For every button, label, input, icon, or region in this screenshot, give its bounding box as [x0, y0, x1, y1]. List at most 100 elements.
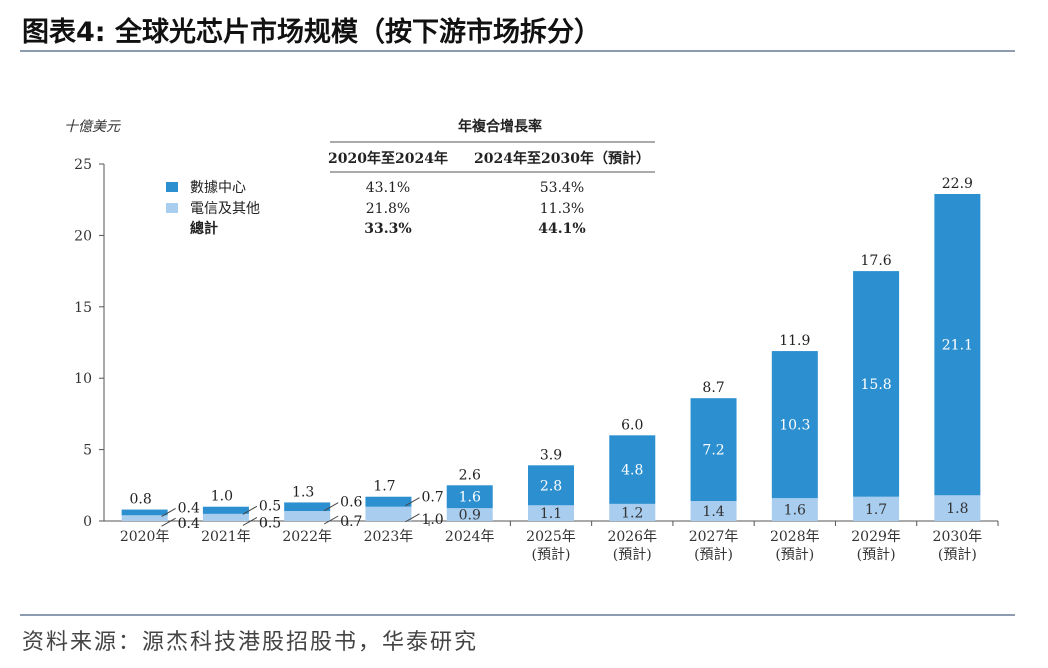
- data-label-telecom: 1.4: [702, 504, 724, 520]
- data-label-total: 11.9: [779, 333, 810, 349]
- cagr-value: 33.3%: [364, 221, 411, 237]
- bar-segment-datacenter: [202, 506, 249, 514]
- cagr-value: 44.1%: [538, 221, 585, 237]
- data-label-datacenter: 0.4: [178, 500, 200, 516]
- x-tick-label: 2022年: [282, 529, 332, 545]
- figure-title: 图表4: 全球光芯片市场规模（按下游市场拆分）: [22, 17, 601, 48]
- data-label-telecom: 0.4: [178, 516, 200, 532]
- data-label-telecom: 0.5: [259, 515, 281, 531]
- cagr-value: 43.1%: [366, 180, 410, 196]
- data-label-total: 8.7: [702, 380, 724, 396]
- leader-line: [405, 513, 420, 523]
- data-label-total: 1.3: [292, 484, 314, 500]
- legend-label: 數據中心: [190, 180, 246, 196]
- y-tick-label: 25: [74, 157, 92, 173]
- legend-label: 電信及其他: [190, 201, 260, 217]
- data-label-total: 0.8: [130, 492, 152, 508]
- y-axis-unit: 十億美元: [64, 119, 121, 135]
- bar-segment-datacenter: [690, 398, 737, 502]
- data-label-total: 17.6: [861, 253, 892, 269]
- x-tick-label: 2024年: [445, 529, 495, 545]
- bar-segment-datacenter: [934, 193, 981, 496]
- data-label-datacenter: 15.8: [861, 377, 892, 393]
- x-tick-label: 2029年: [851, 529, 901, 545]
- leader-line: [405, 497, 420, 507]
- data-label-telecom: 1.2: [621, 505, 643, 521]
- title-divider: [20, 50, 1015, 52]
- bar-segment-telecom: [609, 503, 656, 521]
- x-tick-label: 2020年: [120, 529, 170, 545]
- bar-segment-datacenter: [771, 351, 818, 499]
- data-label-telecom: 1.8: [946, 501, 968, 517]
- bar-segment-telecom: [853, 496, 900, 521]
- y-tick-label: 10: [74, 371, 92, 387]
- y-tick-label: 5: [83, 443, 92, 459]
- leader-line: [323, 502, 339, 512]
- axis-layer: 十億美元 0 5 10 15 20 25 2020年 2021年 2022年 2023年 2024年 2…: [64, 119, 999, 563]
- y-tick-label: 15: [74, 300, 92, 316]
- data-label-total: 1.7: [373, 479, 395, 495]
- x-tick-label: 2026年: [607, 529, 657, 545]
- x-tick-label: 2025年: [526, 529, 576, 545]
- footer-divider: [20, 614, 1015, 616]
- data-label-datacenter: 7.2: [702, 443, 724, 459]
- leader-line: [242, 516, 258, 526]
- x-tick-label: (預計): [613, 547, 652, 563]
- x-tick-label: 2028年: [770, 529, 820, 545]
- bar-segment-datacenter: [528, 465, 574, 506]
- x-tick-label: 2030年: [933, 529, 983, 545]
- data-label-total: 1.0: [211, 489, 233, 505]
- bar-segment-datacenter: [446, 485, 493, 509]
- legend-label: 總計: [190, 220, 218, 237]
- leader-line: [161, 507, 176, 517]
- source-note: 资料来源：源杰科技港股招股书，华泰研究: [22, 630, 479, 655]
- bar-segment-datacenter: [365, 496, 412, 507]
- bar-layer: [121, 193, 981, 521]
- data-label-datacenter: 0.7: [421, 490, 443, 506]
- data-label-datacenter: 0.6: [340, 495, 362, 511]
- bar-segment-datacenter: [284, 502, 331, 512]
- bar-segment-telecom: [690, 501, 737, 521]
- x-tick-label: (預計): [532, 547, 571, 563]
- bar-segment-telecom: [771, 498, 818, 521]
- data-label-datacenter: 0.5: [259, 498, 281, 514]
- x-tick-label: (預計): [694, 547, 733, 563]
- bar-segment-telecom: [365, 506, 412, 521]
- x-tick-label: (預計): [938, 547, 977, 563]
- data-label-telecom: 0.9: [459, 508, 481, 524]
- y-tick-label: 20: [74, 228, 92, 244]
- bar-segment-telecom: [284, 511, 331, 521]
- cagr-header: 年複合增長率: [458, 118, 542, 135]
- cagr-column-header: 2024年至2030年（預計）: [474, 150, 650, 167]
- data-label-datacenter: 2.8: [540, 478, 562, 494]
- leader-line: [242, 505, 258, 515]
- cagr-value: 21.8%: [366, 201, 410, 217]
- x-tick-label: 2021年: [201, 529, 251, 545]
- legend-swatch: [166, 203, 178, 213]
- leader-line: [323, 515, 339, 525]
- x-tick-label: (預計): [857, 547, 896, 563]
- bar-segment-datacenter: [853, 271, 900, 497]
- bar-segment-telecom: [121, 515, 168, 521]
- bar-segment-telecom: [528, 505, 574, 521]
- data-label-total: 2.6: [459, 467, 481, 483]
- data-label-telecom: 1.0: [421, 512, 443, 528]
- data-label-total: 22.9: [942, 176, 973, 192]
- data-label-datacenter: 4.8: [621, 463, 643, 479]
- data-label-total: 6.0: [621, 417, 643, 433]
- data-label-telecom: 1.7: [865, 502, 887, 518]
- leader-line: [161, 517, 176, 527]
- cagr-column-header: 2020年至2024年: [328, 150, 448, 167]
- data-label-total: 3.9: [540, 447, 562, 463]
- data-label-datacenter: 10.3: [779, 418, 810, 434]
- data-label-datacenter: 21.1: [942, 338, 973, 354]
- cagr-table: 年複合增長率 2020年至2024年 2024年至2030年（預計） 數據中心 43.1…: [166, 118, 655, 237]
- bar-segment-telecom: [202, 513, 249, 521]
- legend-swatch: [166, 182, 178, 192]
- data-label-telecom: 0.7: [340, 514, 362, 530]
- data-label-datacenter: 1.6: [459, 490, 481, 506]
- x-tick-label: (預計): [775, 547, 814, 563]
- label-layer: 0.8 0.40.4 1.0 0.50.5 1.3 0.6 0.7 1.7 0.7 1.0 2.6 1…: [130, 176, 973, 532]
- data-label-telecom: 1.1: [540, 506, 562, 522]
